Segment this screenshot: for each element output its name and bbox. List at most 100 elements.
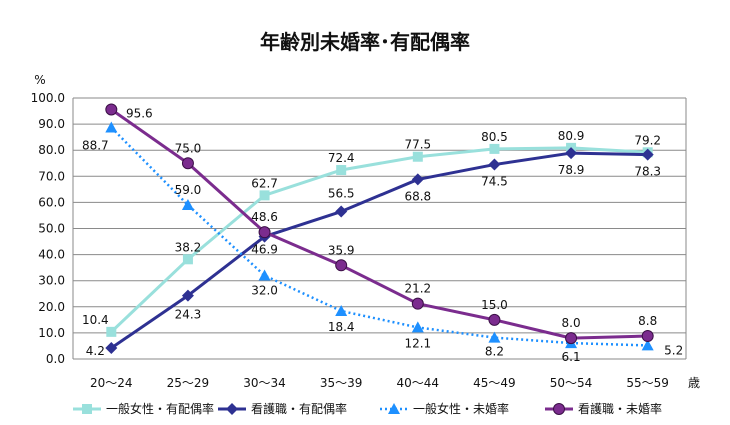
series-group — [105, 103, 654, 355]
legend-swatch-marker — [226, 403, 238, 415]
data-label: 8.2 — [485, 345, 504, 359]
data-label: 8.8 — [638, 314, 657, 328]
data-point — [258, 226, 271, 239]
series-line-nurse-married — [110, 151, 648, 350]
data-label: 75.0 — [175, 141, 202, 155]
x-tick-label: 30～34 — [243, 376, 286, 390]
legend-label: 看護職・有配偶率 — [251, 401, 347, 416]
data-label: 68.8 — [404, 189, 431, 203]
data-point — [412, 151, 423, 162]
series-line-general-unmarried — [110, 126, 648, 347]
data-label: 18.4 — [328, 320, 355, 334]
data-label: 79.2 — [634, 133, 661, 147]
y-tick-label: 20.0 — [38, 300, 65, 314]
y-axis-unit: % — [34, 73, 45, 87]
data-label: 4.2 — [86, 344, 105, 358]
data-point — [565, 147, 578, 160]
legend-label: 看護職・未婚率 — [578, 401, 662, 416]
data-label: 21.2 — [404, 282, 431, 296]
y-tick-label: 70.0 — [38, 169, 65, 183]
x-tick-label: 55～59 — [626, 376, 669, 390]
series-line-nurse-unmarried — [110, 108, 648, 340]
x-axis-ticks: 20～24 25～29 30～34 35～39 40～44 45～49 50～54 55～59 — [90, 376, 669, 390]
legend-item-general-unmarried: 一般女性・未婚率 — [380, 401, 509, 416]
data-label: 8.0 — [562, 316, 581, 330]
data-label: 62.7 — [251, 176, 278, 190]
data-label: 56.5 — [328, 187, 355, 201]
legend-label: 一般女性・有配偶率 — [106, 401, 214, 416]
legend-item-general-married: 一般女性・有配偶率 — [73, 401, 214, 416]
data-label: 48.6 — [251, 210, 278, 224]
data-label: 88.7 — [82, 138, 109, 152]
data-label: 32.0 — [251, 283, 278, 297]
data-label: 74.5 — [481, 175, 508, 189]
y-tick-label: 60.0 — [38, 195, 65, 209]
data-point — [335, 259, 348, 272]
x-tick-label: 35～39 — [320, 376, 363, 390]
y-axis-ticks: 0.0 10.0 20.0 30.0 40.0 50.0 60.0 70.0 80.0 90.0 1… — [31, 91, 65, 366]
data-label: 10.4 — [82, 313, 109, 327]
data-point — [641, 148, 654, 161]
data-label: 80.5 — [481, 130, 508, 144]
legend-item-nurse-married: 看護職・有配偶率 — [218, 401, 347, 416]
data-point — [411, 173, 424, 186]
data-point — [335, 205, 348, 218]
y-tick-label: 0.0 — [46, 352, 65, 366]
legend-swatch-marker — [82, 404, 92, 414]
data-point — [488, 313, 501, 326]
data-label: 78.9 — [558, 163, 585, 177]
data-point — [336, 165, 347, 176]
x-tick-label: 45～49 — [473, 376, 516, 390]
data-point — [106, 326, 117, 337]
data-label: 78.3 — [634, 165, 661, 179]
y-tick-label: 40.0 — [38, 248, 65, 262]
data-point — [488, 158, 501, 171]
data-point — [181, 289, 194, 302]
data-label: 5.2 — [664, 343, 683, 357]
series-nurse-unmarried — [105, 103, 654, 345]
data-label: 35.9 — [328, 243, 355, 257]
data-point — [641, 339, 654, 351]
data-label: 15.0 — [481, 298, 508, 312]
series-line-general-married — [110, 146, 648, 333]
legend: 一般女性・有配偶率 看護職・有配偶率 一般女性・未婚率 看護職・未婚率 — [73, 401, 662, 416]
y-tick-label: 80.0 — [38, 143, 65, 157]
data-label: 46.9 — [251, 243, 278, 257]
x-tick-label: 40～44 — [397, 376, 440, 390]
data-point — [259, 190, 270, 201]
data-point — [411, 297, 424, 310]
data-label: 38.2 — [175, 240, 202, 254]
data-label: 80.9 — [558, 129, 585, 143]
x-tick-label: 20～24 — [90, 376, 133, 390]
data-label: 12.1 — [404, 336, 431, 350]
x-tick-label: 25～29 — [167, 376, 210, 390]
legend-label: 一般女性・未婚率 — [413, 401, 509, 416]
x-tick-label: 50～54 — [550, 376, 593, 390]
data-label: 24.3 — [175, 308, 202, 322]
data-point — [411, 321, 424, 333]
data-point — [641, 330, 654, 343]
data-label: 77.5 — [404, 138, 431, 152]
data-point — [105, 121, 118, 133]
y-tick-label: 10.0 — [38, 326, 65, 340]
y-tick-label: 30.0 — [38, 274, 65, 288]
legend-swatch-marker — [553, 403, 565, 415]
gridlines — [73, 97, 686, 334]
data-label: 95.6 — [126, 106, 153, 120]
data-point — [105, 342, 118, 355]
data-point — [182, 254, 193, 265]
data-label: 72.4 — [328, 151, 355, 165]
data-point — [258, 269, 271, 281]
data-point — [105, 103, 118, 116]
chart-title: 年齢別未婚率･有配偶率 — [260, 30, 470, 54]
data-point — [181, 199, 194, 211]
legend-swatch-marker — [388, 403, 400, 414]
legend-item-nurse-unmarried: 看護職・未婚率 — [545, 401, 662, 416]
data-label: 59.0 — [175, 183, 202, 197]
axes — [72, 98, 687, 360]
data-point — [488, 331, 501, 343]
data-point — [565, 332, 578, 345]
y-tick-label: 90.0 — [38, 117, 65, 131]
y-tick-label: 50.0 — [38, 222, 65, 236]
